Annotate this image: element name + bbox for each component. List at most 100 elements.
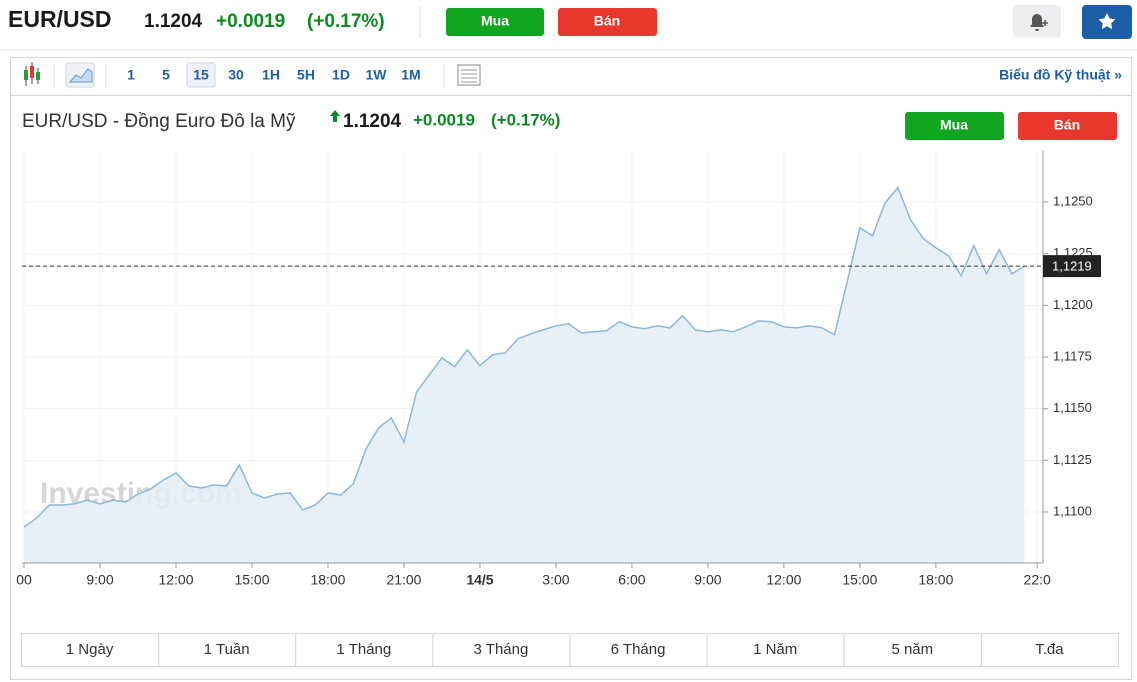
chart-title: EUR/USD - Đồng Euro Đô la Mỹ xyxy=(22,111,296,132)
alert-button[interactable] xyxy=(1013,5,1061,38)
interval-label: 1D xyxy=(332,67,350,83)
interval-label: 5H xyxy=(297,67,315,83)
table-lines xyxy=(461,69,477,83)
x-tick-label: 3:00 xyxy=(542,572,569,588)
interval-label: 1W xyxy=(366,67,388,83)
candle-button[interactable] xyxy=(24,62,40,86)
range-button[interactable]: 3 Tháng xyxy=(432,633,571,667)
sell-label: Bán xyxy=(1054,117,1080,133)
interval-button[interactable]: 30 xyxy=(228,67,244,83)
area-icon xyxy=(68,68,93,83)
y-tick-label: 1,1125 xyxy=(1053,452,1092,467)
sell-bg xyxy=(558,8,657,36)
plus-icon xyxy=(1042,20,1048,26)
y-tick-label: 1,1200 xyxy=(1053,297,1093,312)
bell-icon xyxy=(1030,14,1044,31)
up-arrow xyxy=(330,110,340,122)
price: 1.1204 xyxy=(144,11,203,32)
range-button[interactable]: 6 Tháng xyxy=(569,633,708,667)
range-bg xyxy=(980,633,1119,667)
x-tick-label: 14/5 xyxy=(466,572,493,588)
area-button[interactable] xyxy=(65,62,95,88)
change-pct: (+0.17%) xyxy=(307,11,385,32)
interval-button[interactable]: 5 xyxy=(162,67,170,83)
interval-label: 1 xyxy=(127,67,135,83)
panel-border xyxy=(10,57,1132,680)
range-button[interactable]: 5 năm xyxy=(843,633,982,667)
current-price-box xyxy=(1043,255,1101,278)
chart-buy-button[interactable]: Mua xyxy=(905,112,1004,140)
watchlist-button[interactable] xyxy=(1082,5,1132,39)
interval-label: 1H xyxy=(262,67,280,83)
x-tick-label: 00 xyxy=(16,572,32,588)
range-bg xyxy=(295,633,434,667)
range-label: 1 Tháng xyxy=(336,641,391,658)
range-label: T.đa xyxy=(1035,641,1064,658)
range-button[interactable]: 1 Tháng xyxy=(295,633,434,667)
range-bg xyxy=(21,633,160,667)
y-tick-label: 1,1150 xyxy=(1053,400,1092,415)
range-label: 1 Tuần xyxy=(204,641,250,658)
interval-button[interactable]: 1W xyxy=(366,67,388,83)
interval-label: 5 xyxy=(162,67,170,83)
y-tick-label: 1,1100 xyxy=(1053,503,1092,518)
sell-label: Bán xyxy=(594,13,620,29)
buy-bg xyxy=(905,112,1004,140)
x-tick-label: 9:00 xyxy=(694,572,721,588)
range-label: 3 Tháng xyxy=(474,641,529,658)
plot: 1,11001,11251,11501,11751,12001,12251,12… xyxy=(16,150,1101,588)
candle-body xyxy=(30,66,34,78)
y-tick-label: 1,1250 xyxy=(1053,194,1093,209)
table-button[interactable] xyxy=(457,64,481,86)
interval-button[interactable]: 1 xyxy=(127,67,135,83)
y-tick-label: 1,1175 xyxy=(1053,348,1092,363)
candle-body xyxy=(24,70,28,80)
sell-button[interactable]: Bán xyxy=(558,8,657,36)
x-tick-label: 18:00 xyxy=(310,572,345,588)
interval-button[interactable]: 5H xyxy=(297,67,315,83)
candle-body xyxy=(36,72,40,80)
range-button[interactable]: 1 Năm xyxy=(706,633,845,667)
x-tick-label: 21:00 xyxy=(386,572,421,588)
range-label: 1 Năm xyxy=(753,641,797,658)
interval-button[interactable]: 15 xyxy=(186,62,216,88)
x-tick-label: 22:0 xyxy=(1024,572,1051,588)
x-tick-label: 18:00 xyxy=(918,572,953,588)
range-group: 1 Ngày 1 Tuần 1 Tháng 3 Tháng 6 Tháng 1 Năm 5 … xyxy=(21,633,1119,667)
interval-button[interactable]: 1M xyxy=(401,67,420,83)
buy-button[interactable]: Mua xyxy=(446,8,544,36)
interval-label: 15 xyxy=(193,67,209,83)
range-button[interactable]: 1 Ngày xyxy=(21,633,160,667)
chart-price: 1.1204 xyxy=(343,111,402,132)
range-bg xyxy=(569,633,708,667)
symbol: EUR/USD xyxy=(8,6,112,32)
line xyxy=(23,186,1025,528)
x-tick-label: 9:00 xyxy=(86,572,113,588)
sell-bg xyxy=(1018,112,1117,140)
range-bg xyxy=(706,633,845,667)
range-button[interactable]: T.đa xyxy=(980,633,1119,667)
buy-label: Mua xyxy=(940,117,968,133)
interval-label: 30 xyxy=(228,67,244,83)
chart-sell-button[interactable]: Bán xyxy=(1018,112,1117,140)
x-tick-label: 15:00 xyxy=(842,572,877,588)
interval-active-bg xyxy=(186,62,216,88)
current-price-label: 1,1219 xyxy=(1052,259,1092,274)
range-button[interactable]: 1 Tuần xyxy=(158,633,297,667)
range-label: 1 Ngày xyxy=(66,641,114,658)
range-bg xyxy=(158,633,297,667)
star-icon xyxy=(1098,13,1116,30)
x-tick-label: 15:00 xyxy=(234,572,269,588)
range-label: 6 Tháng xyxy=(611,641,666,658)
change: +0.0019 xyxy=(216,11,285,32)
technical-link[interactable]: Biểu đồ Kỹ thuật » xyxy=(999,67,1122,83)
interval-button[interactable]: 1H xyxy=(262,67,280,83)
area xyxy=(24,187,1025,563)
x-tick-label: 6:00 xyxy=(618,572,645,588)
interval-button[interactable]: 1D xyxy=(332,67,350,83)
chart-change-pct: (+0.17%) xyxy=(491,110,560,129)
range-label: 5 năm xyxy=(891,641,933,658)
x-tick-label: 12:00 xyxy=(158,572,193,588)
interval-group: 1 5 15 30 1H 5H 1D 1W 1M xyxy=(127,62,421,88)
buy-label: Mua xyxy=(481,13,509,29)
